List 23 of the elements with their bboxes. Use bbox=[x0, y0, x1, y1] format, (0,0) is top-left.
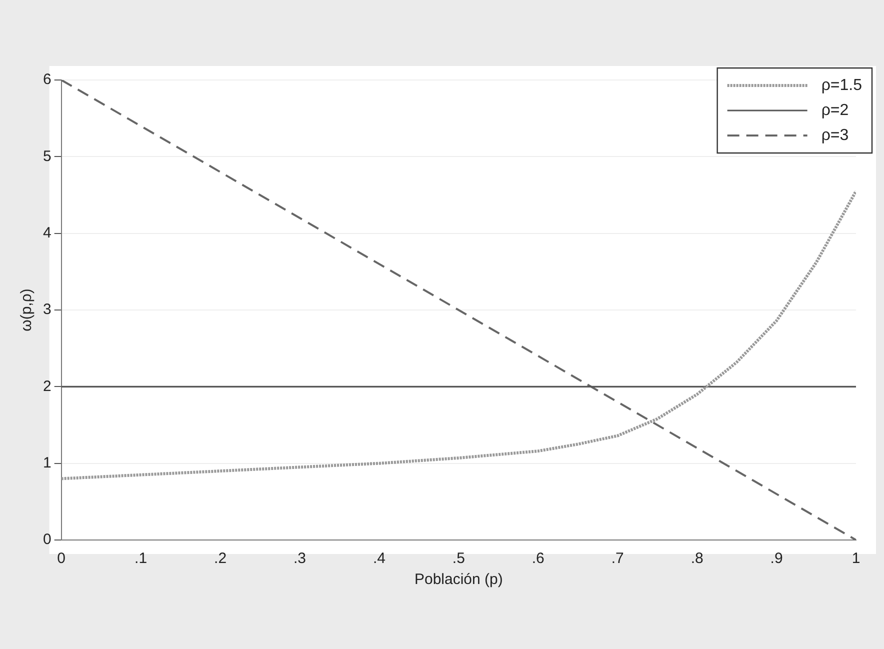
y-tick-label: 2 bbox=[43, 378, 52, 395]
y-tick-label: 0 bbox=[43, 531, 52, 548]
x-axis-title: Población (p) bbox=[414, 571, 503, 588]
legend-label: ρ=2 bbox=[821, 102, 849, 119]
y-axis-title: ω(p,ρ) bbox=[18, 288, 36, 332]
legend-label: ρ=1.5 bbox=[821, 76, 862, 94]
y-tick-label: 5 bbox=[43, 148, 52, 165]
x-tick-label: .9 bbox=[770, 550, 783, 568]
x-tick-label: .5 bbox=[452, 550, 465, 568]
x-tick-label: .4 bbox=[372, 550, 386, 568]
x-tick-label: .6 bbox=[532, 550, 544, 568]
y-tick-label: 6 bbox=[43, 71, 52, 88]
legend-label: ρ=3 bbox=[821, 126, 849, 144]
x-tick-label: .2 bbox=[214, 550, 227, 568]
x-tick-label: 1 bbox=[852, 550, 860, 568]
y-tick-label: 3 bbox=[43, 301, 52, 318]
y-tick-label: 4 bbox=[43, 224, 52, 242]
y-tick-label: 1 bbox=[43, 454, 52, 472]
x-tick-label: .7 bbox=[611, 550, 624, 568]
x-tick-label: .8 bbox=[690, 550, 704, 568]
x-tick-label: 0 bbox=[57, 550, 66, 568]
x-tick-label: .1 bbox=[134, 550, 148, 568]
x-tick-label: .3 bbox=[293, 550, 306, 568]
